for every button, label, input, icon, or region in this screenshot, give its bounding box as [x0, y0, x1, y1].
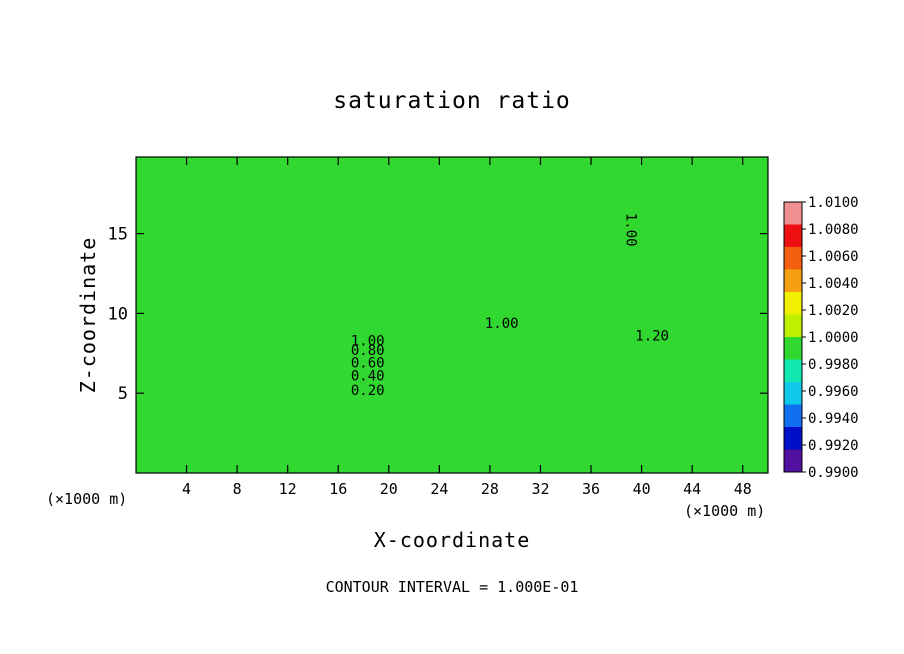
colorbar-segment [784, 337, 802, 360]
contour-label: 1.00 [622, 213, 638, 247]
colorbar-segment [784, 224, 802, 248]
colorbar-label: 1.0080 [808, 222, 859, 238]
field-background [136, 157, 768, 473]
x-tick-label: 44 [683, 480, 701, 498]
colorbar-label: 1.0100 [808, 195, 859, 211]
contour-label: 0.60 [351, 356, 385, 372]
contour-label: 1.00 [485, 316, 519, 332]
colorbar-label: 0.9900 [808, 465, 859, 481]
colorbar-segment [784, 404, 802, 428]
colorbar-segment [784, 247, 802, 270]
x-tick-label: 24 [430, 480, 448, 498]
y-tick-label: 5 [118, 384, 128, 404]
contour-interval-note: CONTOUR INTERVAL = 1.000E-01 [325, 578, 579, 596]
colorbar-label: 1.0060 [808, 249, 859, 265]
colorbar-segment [784, 382, 802, 405]
colorbar-label: 0.9980 [808, 357, 859, 373]
y-tick-label: 15 [108, 225, 128, 245]
colorbar-segment [784, 292, 802, 315]
contour-label: 1.00 [351, 333, 385, 349]
chart-title: saturation ratio [333, 88, 571, 114]
colorbar-segment [784, 314, 802, 338]
colorbar-label: 0.9940 [808, 411, 859, 427]
x-tick-label: 48 [734, 480, 752, 498]
colorbar-segment [784, 269, 802, 293]
x-tick-label: 16 [329, 480, 347, 498]
x-axis-label: X-coordinate [373, 528, 531, 552]
x-tick-label: 4 [182, 480, 191, 498]
x-tick-label: 28 [481, 480, 499, 498]
y-tick-label: 10 [108, 304, 128, 324]
contour-label: 1.20 [635, 329, 669, 345]
x-tick-label: 20 [380, 480, 398, 498]
plot-frame [135, 156, 769, 474]
colorbar-segment [784, 427, 802, 450]
colorbar-label: 1.0000 [808, 330, 859, 346]
x-unit-label-right: (×1000 m) [684, 502, 766, 520]
x-tick-label: 8 [233, 480, 242, 498]
colorbar-segment [784, 449, 802, 473]
x-tick-label: 32 [531, 480, 549, 498]
colorbar-label: 1.0040 [808, 276, 859, 292]
colorbar-label: 0.9960 [808, 384, 859, 400]
colorbar-segment [784, 202, 802, 225]
colorbar-label: 1.0020 [808, 303, 859, 319]
colorbar-label: 0.9920 [808, 438, 859, 454]
x-tick-label: 40 [633, 480, 651, 498]
x-tick-label: 12 [279, 480, 297, 498]
contour-label: 0.40 [351, 368, 385, 384]
contour-label: 0.80 [351, 343, 385, 359]
x-unit-label-left: (×1000 m) [46, 490, 128, 508]
contour-label: 0.20 [351, 383, 385, 399]
colorbar-segment [784, 359, 802, 383]
x-tick-label: 36 [582, 480, 600, 498]
